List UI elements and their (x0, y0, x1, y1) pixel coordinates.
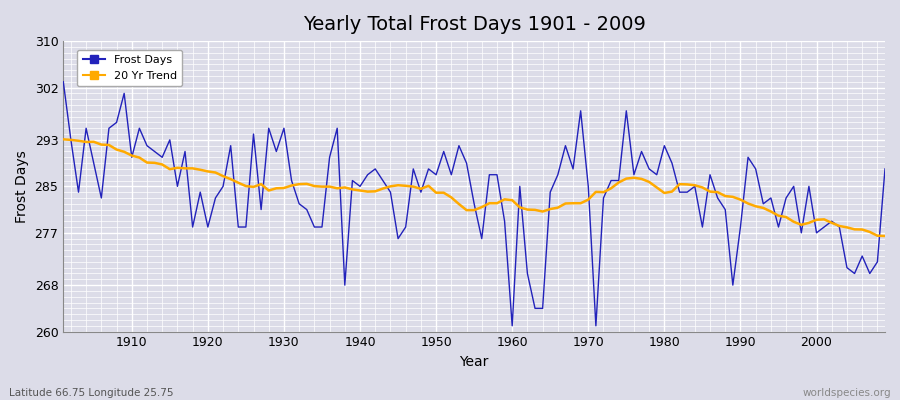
Title: Yearly Total Frost Days 1901 - 2009: Yearly Total Frost Days 1901 - 2009 (302, 15, 645, 34)
Text: Latitude 66.75 Longitude 25.75: Latitude 66.75 Longitude 25.75 (9, 388, 174, 398)
X-axis label: Year: Year (460, 355, 489, 369)
Y-axis label: Frost Days: Frost Days (15, 150, 29, 223)
Text: worldspecies.org: worldspecies.org (803, 388, 891, 398)
Legend: Frost Days, 20 Yr Trend: Frost Days, 20 Yr Trend (77, 50, 183, 86)
